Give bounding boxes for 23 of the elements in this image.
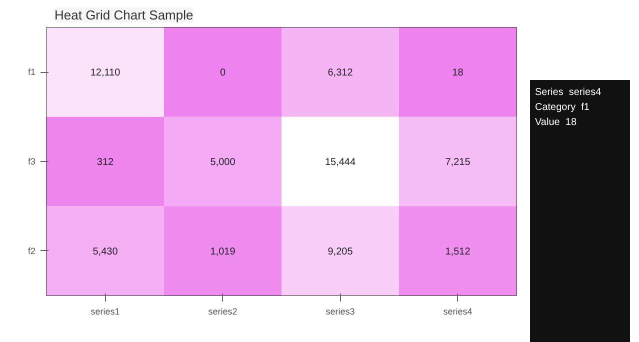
data-label: 9,205 (328, 246, 354, 258)
data-label: 5,000 (210, 157, 236, 168)
data-label: 12,110 (90, 68, 121, 79)
text: Category f1 (535, 102, 590, 113)
data-label: 1,019 (210, 246, 236, 258)
y-tick-label: f2 (28, 246, 36, 256)
text: Value 18 (535, 117, 577, 128)
data-label: 7,215 (445, 157, 471, 168)
data-label: 0 (220, 68, 226, 79)
chart-title: Heat Grid Chart Sample (54, 8, 194, 22)
x-tick-label: series1 (90, 306, 120, 316)
data-label: 15,444 (324, 157, 356, 168)
data-label: 18 (452, 68, 464, 79)
y-tick-label: f3 (28, 156, 36, 166)
x-tick-label: series2 (208, 306, 238, 316)
data-label: 1,512 (445, 246, 471, 258)
data-label: 312 (96, 157, 114, 168)
data-label: 6,312 (328, 68, 354, 79)
text: Series series4 (535, 87, 602, 98)
x-tick-label: series3 (326, 306, 355, 316)
x-tick-label: series4 (443, 306, 472, 316)
data-label: 5,430 (92, 246, 118, 258)
y-tick-label: f1 (28, 67, 36, 78)
